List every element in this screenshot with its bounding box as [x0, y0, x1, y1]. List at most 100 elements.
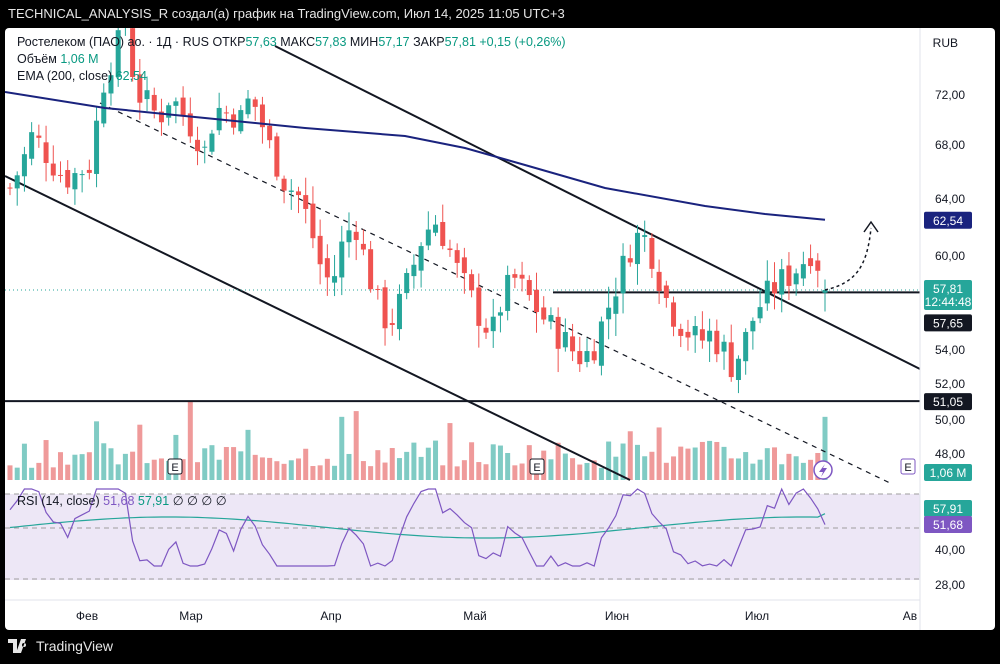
- candle-body[interactable]: [649, 238, 655, 269]
- ema-label[interactable]: EMA (200, close): [17, 69, 113, 83]
- candle-body[interactable]: [245, 98, 251, 115]
- price-chart[interactable]: E E E 72,00 68,00 64,00 60,00 54,00 52,00 50,00 48…: [5, 28, 995, 630]
- rsi-ma-line[interactable]: [9, 513, 826, 539]
- candle-body[interactable]: [65, 169, 71, 188]
- candle-body[interactable]: [519, 274, 525, 279]
- volume-tag[interactable]: [924, 464, 972, 481]
- candle-body[interactable]: [86, 169, 92, 173]
- candle-body[interactable]: [94, 120, 100, 174]
- candle-body[interactable]: [634, 232, 640, 265]
- candle-body[interactable]: [339, 241, 345, 278]
- candle-body[interactable]: [274, 136, 280, 177]
- candle-body[interactable]: [577, 351, 583, 365]
- candle-body[interactable]: [743, 331, 749, 362]
- candle-body[interactable]: [21, 154, 27, 177]
- candle-body[interactable]: [454, 250, 460, 263]
- candle-body[interactable]: [663, 285, 669, 298]
- earnings-badge[interactable]: [900, 458, 916, 475]
- candle-body[interactable]: [332, 276, 338, 283]
- candle-body[interactable]: [57, 174, 63, 176]
- candle-body[interactable]: [7, 187, 13, 189]
- candle-body[interactable]: [728, 342, 734, 378]
- candle-body[interactable]: [469, 274, 475, 291]
- candle-body[interactable]: [209, 133, 215, 152]
- candle-body[interactable]: [483, 327, 489, 333]
- symbol-name[interactable]: Ростелеком (ПАО) ао. · 1Д · RUS: [17, 35, 209, 49]
- candle-body[interactable]: [627, 258, 633, 263]
- candle-body[interactable]: [591, 351, 597, 361]
- upper-channel-line[interactable]: [274, 45, 921, 370]
- candle-body[interactable]: [815, 260, 821, 271]
- candle-body[interactable]: [404, 272, 410, 294]
- candle-body[interactable]: [259, 104, 265, 128]
- candle-body[interactable]: [50, 163, 56, 176]
- candle-body[interactable]: [79, 174, 85, 176]
- candle-body[interactable]: [779, 269, 785, 295]
- candle-body[interactable]: [187, 113, 193, 137]
- candle-body[interactable]: [678, 328, 684, 336]
- candle-body[interactable]: [115, 30, 121, 77]
- candle-body[interactable]: [764, 280, 770, 304]
- candle-body[interactable]: [137, 74, 143, 103]
- candle-body[interactable]: [822, 289, 828, 293]
- candle-body[interactable]: [598, 321, 604, 366]
- candle-body[interactable]: [497, 312, 503, 316]
- rsi-label[interactable]: RSI (14, close): [17, 494, 100, 508]
- candle-body[interactable]: [656, 271, 662, 292]
- lower-channel-line[interactable]: [5, 175, 631, 481]
- candle-body[interactable]: [223, 112, 229, 114]
- candle-body[interactable]: [692, 326, 698, 336]
- candle-body[interactable]: [43, 142, 49, 163]
- candle-body[interactable]: [252, 99, 258, 107]
- chart-panel[interactable]: Ростелеком (ПАО) ао. · 1Д · RUS ОТКР57,6…: [5, 28, 995, 630]
- candle-body[interactable]: [505, 274, 511, 311]
- candle-body[interactable]: [447, 248, 453, 251]
- candle-body[interactable]: [786, 265, 792, 286]
- candle-body[interactable]: [757, 307, 763, 319]
- candle-body[interactable]: [173, 101, 179, 106]
- candle-body[interactable]: [353, 231, 359, 240]
- candle-body[interactable]: [642, 235, 648, 237]
- candle-body[interactable]: [36, 135, 42, 138]
- resistance-price-tag[interactable]: [924, 314, 972, 332]
- candle-body[interactable]: [526, 280, 532, 296]
- candle-body[interactable]: [735, 358, 741, 380]
- currency-label[interactable]: RUB: [932, 36, 958, 50]
- candle-body[interactable]: [800, 264, 806, 279]
- support-price-tag[interactable]: [924, 393, 972, 411]
- candle-body[interactable]: [317, 235, 323, 265]
- earnings-badge[interactable]: [167, 458, 183, 475]
- candle-body[interactable]: [382, 287, 388, 329]
- candle-body[interactable]: [699, 329, 705, 341]
- projection-arrow-curve[interactable]: [824, 227, 872, 291]
- candle-body[interactable]: [144, 90, 150, 100]
- candle-body[interactable]: [440, 221, 446, 246]
- candle-body[interactable]: [793, 273, 799, 285]
- candle-body[interactable]: [584, 351, 590, 362]
- middle-channel-dashed-line[interactable]: [99, 102, 891, 484]
- candle-body[interactable]: [288, 190, 294, 192]
- candle-body[interactable]: [411, 264, 417, 277]
- rsi-ma-tag[interactable]: [924, 500, 972, 517]
- candle-body[interactable]: [158, 111, 164, 123]
- candle-body[interactable]: [461, 257, 467, 274]
- candle-body[interactable]: [166, 105, 172, 118]
- candle-body[interactable]: [707, 330, 713, 342]
- ema200-line[interactable]: [5, 91, 826, 221]
- candle-body[interactable]: [606, 307, 612, 320]
- candle-body[interactable]: [324, 258, 330, 278]
- candle-body[interactable]: [303, 195, 309, 209]
- candle-body[interactable]: [750, 320, 756, 332]
- candle-body[interactable]: [418, 246, 424, 271]
- candle-body[interactable]: [389, 323, 395, 326]
- candle-body[interactable]: [808, 258, 814, 267]
- candle-body[interactable]: [490, 316, 496, 332]
- candle-body[interactable]: [512, 274, 518, 278]
- candle-body[interactable]: [375, 288, 381, 290]
- candle-body[interactable]: [151, 94, 157, 111]
- candle-body[interactable]: [267, 125, 273, 141]
- candle-body[interactable]: [555, 316, 561, 349]
- candle-body[interactable]: [562, 332, 568, 348]
- candle-body[interactable]: [620, 255, 626, 294]
- candle-body[interactable]: [671, 302, 677, 327]
